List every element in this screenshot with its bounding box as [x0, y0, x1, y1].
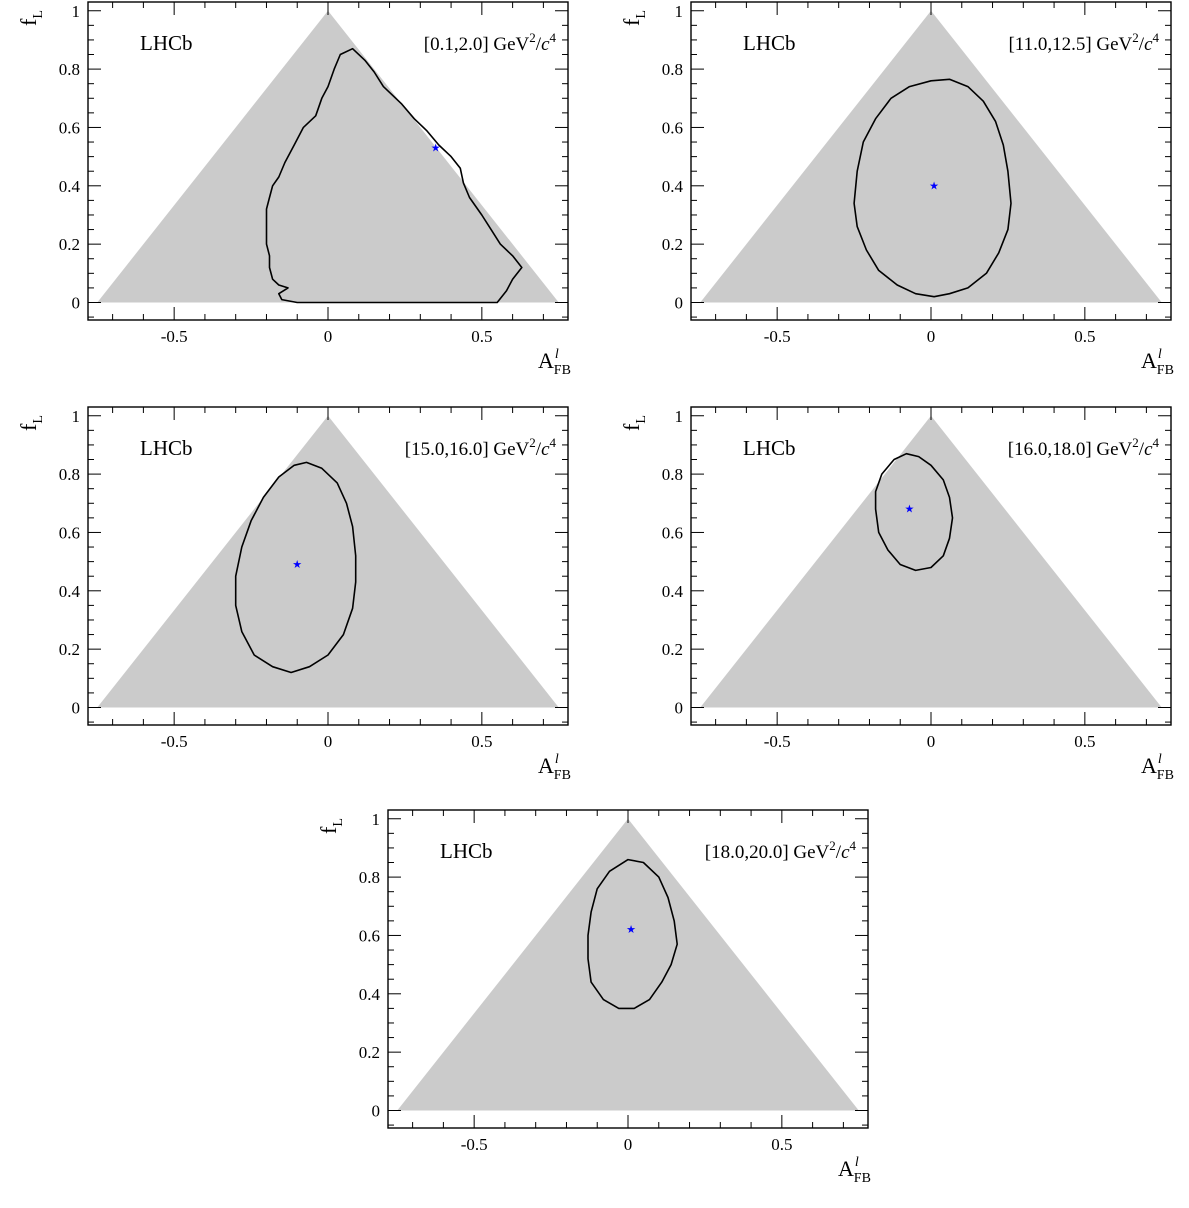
y-tick-label: 0.6 — [359, 926, 380, 945]
y-axis-title: fL — [619, 415, 649, 431]
y-tick-label: 0 — [675, 293, 684, 312]
q2-bin-label: [11.0,12.5] GeV2/c4 — [1008, 30, 1159, 55]
y-tick-label: 1 — [675, 407, 684, 426]
x-tick-label: -0.5 — [161, 327, 188, 346]
x-ticks — [112, 407, 544, 725]
best-fit-point: ★ — [431, 142, 441, 154]
x-axis-title: Al FB — [1141, 752, 1174, 783]
y-tick-label: 0 — [72, 293, 81, 312]
y-tick-label: 1 — [675, 2, 684, 21]
best-fit-point: ★ — [905, 504, 915, 516]
confidence-contour — [874, 452, 954, 572]
chart-panel-4: ★ -0.5 0 0.5 0 0.2 0.4 0.6 0.8 1 Al FB fL LHCb [16.0,1… — [619, 406, 1174, 783]
y-tick-label: 0.2 — [662, 640, 683, 659]
best-fit-point: ★ — [929, 180, 939, 192]
experiment-label: LHCb — [440, 839, 493, 863]
x-tick-label: 0.5 — [1074, 327, 1095, 346]
y-tick-label: 0.6 — [662, 118, 683, 137]
best-fit-point: ★ — [292, 559, 302, 571]
y-axis-title: fL — [316, 818, 346, 834]
y-tick-label: 0.4 — [59, 582, 81, 601]
x-tick-label: -0.5 — [764, 732, 791, 751]
x-ticks — [715, 2, 1147, 320]
x-tick-label: 0.5 — [471, 732, 492, 751]
confidence-contour — [587, 858, 679, 1010]
y-tick-label: 0 — [675, 698, 684, 717]
x-ticks — [112, 2, 544, 320]
experiment-label: LHCb — [743, 31, 796, 55]
y-axis-title: fL — [619, 10, 649, 26]
x-axis-title: Al FB — [838, 1155, 871, 1186]
y-tick-label: 0.8 — [359, 868, 380, 887]
q2-bin-label: [18.0,20.0] GeV2/c4 — [705, 838, 857, 863]
y-ticks — [88, 415, 568, 723]
experiment-label: LHCb — [140, 31, 193, 55]
y-tick-label: 0.4 — [662, 177, 684, 196]
y-tick-label: 0.8 — [59, 60, 80, 79]
x-axis-title: Al FB — [1141, 347, 1174, 378]
x-tick-label: 0 — [324, 327, 333, 346]
y-tick-label: 0.8 — [662, 60, 683, 79]
q2-bin-label: [15.0,16.0] GeV2/c4 — [405, 435, 557, 460]
y-ticks — [388, 818, 868, 1126]
x-tick-label: 0 — [927, 732, 936, 751]
allowed-region — [97, 10, 559, 303]
experiment-label: LHCb — [140, 436, 193, 460]
y-tick-label: 0.2 — [59, 640, 80, 659]
chart-panel-5: ★ -0.5 0 0.5 0 0.2 0.4 0.6 0.8 1 Al FB fL LHCb [18.0,2… — [316, 809, 871, 1186]
y-tick-label: 0.4 — [359, 985, 381, 1004]
best-fit-point: ★ — [626, 924, 636, 936]
x-tick-label: -0.5 — [461, 1135, 488, 1154]
x-tick-label: -0.5 — [161, 732, 188, 751]
y-tick-label: 0 — [72, 698, 81, 717]
x-tick-label: 0 — [927, 327, 936, 346]
experiment-label: LHCb — [743, 436, 796, 460]
q2-bin-label: [16.0,18.0] GeV2/c4 — [1008, 435, 1160, 460]
chart-panel-3: ★ -0.5 0 0.5 0 0.2 0.4 0.6 0.8 1 Al FB fL LHCb [15.0,1… — [16, 406, 571, 783]
x-tick-label: 0.5 — [771, 1135, 792, 1154]
y-tick-label: 0.2 — [359, 1043, 380, 1062]
y-tick-label: 0.6 — [59, 523, 80, 542]
y-ticks — [691, 415, 1171, 723]
allowed-region — [397, 818, 859, 1111]
allowed-region — [700, 10, 1162, 303]
x-tick-label: 0 — [324, 732, 333, 751]
y-tick-label: 1 — [372, 810, 381, 829]
y-tick-label: 0.6 — [59, 118, 80, 137]
y-tick-label: 1 — [72, 2, 81, 21]
x-axis-title: Al FB — [538, 752, 571, 783]
x-tick-label: 0.5 — [471, 327, 492, 346]
x-axis-title: Al FB — [538, 347, 571, 378]
y-tick-label: 0.4 — [662, 582, 684, 601]
x-tick-label: 0.5 — [1074, 732, 1095, 751]
y-tick-label: 0.2 — [662, 235, 683, 254]
y-tick-label: 1 — [72, 407, 81, 426]
confidence-contour — [265, 47, 523, 304]
confidence-contour — [234, 461, 357, 674]
x-tick-label: 0 — [624, 1135, 633, 1154]
q2-bin-label: [0.1,2.0] GeV2/c4 — [424, 30, 557, 55]
x-tick-label: -0.5 — [764, 327, 791, 346]
y-tick-label: 0.6 — [662, 523, 683, 542]
chart-panel-1: ★ -0.5 0 0.5 0 0.2 0.4 0.6 0.8 1 Al FB fL LHCb [0.1,2.… — [16, 1, 571, 378]
y-axis-title: fL — [16, 10, 46, 26]
y-tick-label: 0 — [372, 1101, 381, 1120]
confidence-contour — [853, 78, 1012, 298]
y-tick-label: 0.8 — [662, 465, 683, 484]
x-ticks — [412, 810, 844, 1128]
y-tick-label: 0.2 — [59, 235, 80, 254]
y-ticks — [88, 10, 568, 318]
x-ticks — [715, 407, 1147, 725]
y-ticks — [691, 10, 1171, 318]
y-axis-title: fL — [16, 415, 46, 431]
y-tick-label: 0.8 — [59, 465, 80, 484]
allowed-region — [97, 415, 559, 708]
chart-panel-2: ★ -0.5 0 0.5 0 0.2 0.4 0.6 0.8 1 Al FB fL LHCb [11.0,1… — [619, 1, 1174, 378]
y-tick-label: 0.4 — [59, 177, 81, 196]
allowed-region — [700, 415, 1162, 708]
